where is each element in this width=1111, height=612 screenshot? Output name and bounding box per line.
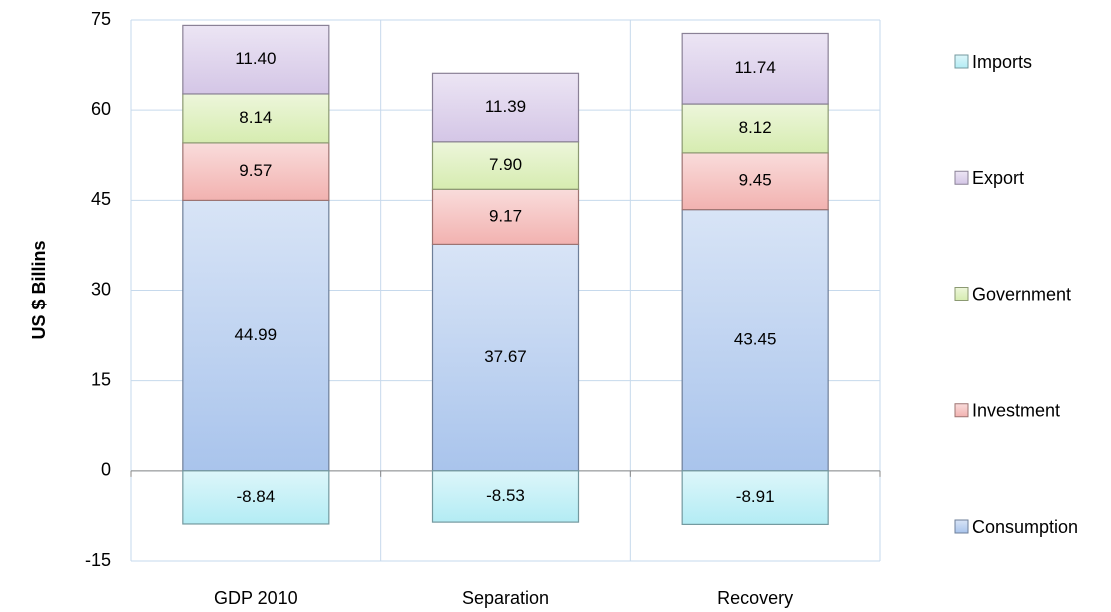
y-tick-label: 75 — [91, 9, 111, 29]
bar-segment — [431, 72, 580, 143]
bar-segment — [431, 243, 580, 472]
data-label: 8.14 — [239, 108, 272, 127]
bar-segment — [431, 470, 580, 523]
data-label: 7.90 — [489, 155, 522, 174]
bar-segment — [681, 152, 829, 211]
y-tick-label: 30 — [91, 279, 111, 299]
y-tick-label: -15 — [85, 550, 111, 570]
data-label: 11.39 — [485, 97, 526, 116]
x-tick-label: Separation — [462, 588, 549, 608]
data-label: 9.57 — [239, 161, 272, 180]
data-label: 11.74 — [735, 58, 776, 77]
legend-swatch — [954, 170, 969, 185]
bar-segment — [681, 209, 829, 472]
data-label: 37.67 — [484, 347, 527, 366]
bar-segment — [681, 32, 829, 105]
data-label: 44.99 — [235, 325, 278, 344]
bar-segment — [681, 103, 829, 154]
legend-swatch — [954, 54, 969, 69]
legend-label: Consumption — [972, 517, 1078, 537]
data-label: -8.53 — [486, 486, 525, 505]
bar-segment — [681, 470, 829, 525]
data-label: 9.17 — [489, 206, 522, 225]
y-tick-label: 60 — [91, 99, 111, 119]
legend-label: Investment — [972, 401, 1060, 421]
y-axis-title: US $ Billins — [29, 240, 49, 339]
x-tick-label: GDP 2010 — [214, 588, 298, 608]
legend-swatch — [954, 287, 969, 301]
data-label: 43.45 — [734, 330, 777, 349]
legend-label: Imports — [972, 52, 1032, 72]
x-tick-label: Recovery — [717, 588, 793, 608]
legend-swatch — [954, 519, 969, 534]
bar-segment — [182, 93, 330, 144]
y-tick-label: 0 — [101, 460, 111, 480]
data-label: 11.40 — [235, 49, 276, 68]
bar-segment — [182, 199, 330, 472]
legend-label: Government — [972, 284, 1071, 304]
data-label: -8.84 — [236, 487, 275, 506]
bar-segment — [431, 141, 580, 190]
y-tick-label: 15 — [91, 369, 111, 389]
data-label: 9.45 — [739, 171, 772, 190]
bar-segment — [182, 142, 330, 201]
y-tick-label: 45 — [91, 189, 111, 209]
data-label: -8.91 — [736, 487, 775, 506]
legend-label: Export — [972, 168, 1024, 188]
legend-swatch — [954, 403, 969, 418]
bar-segment — [182, 470, 330, 525]
data-label: 8.12 — [739, 118, 772, 137]
bar-segment — [182, 24, 330, 95]
